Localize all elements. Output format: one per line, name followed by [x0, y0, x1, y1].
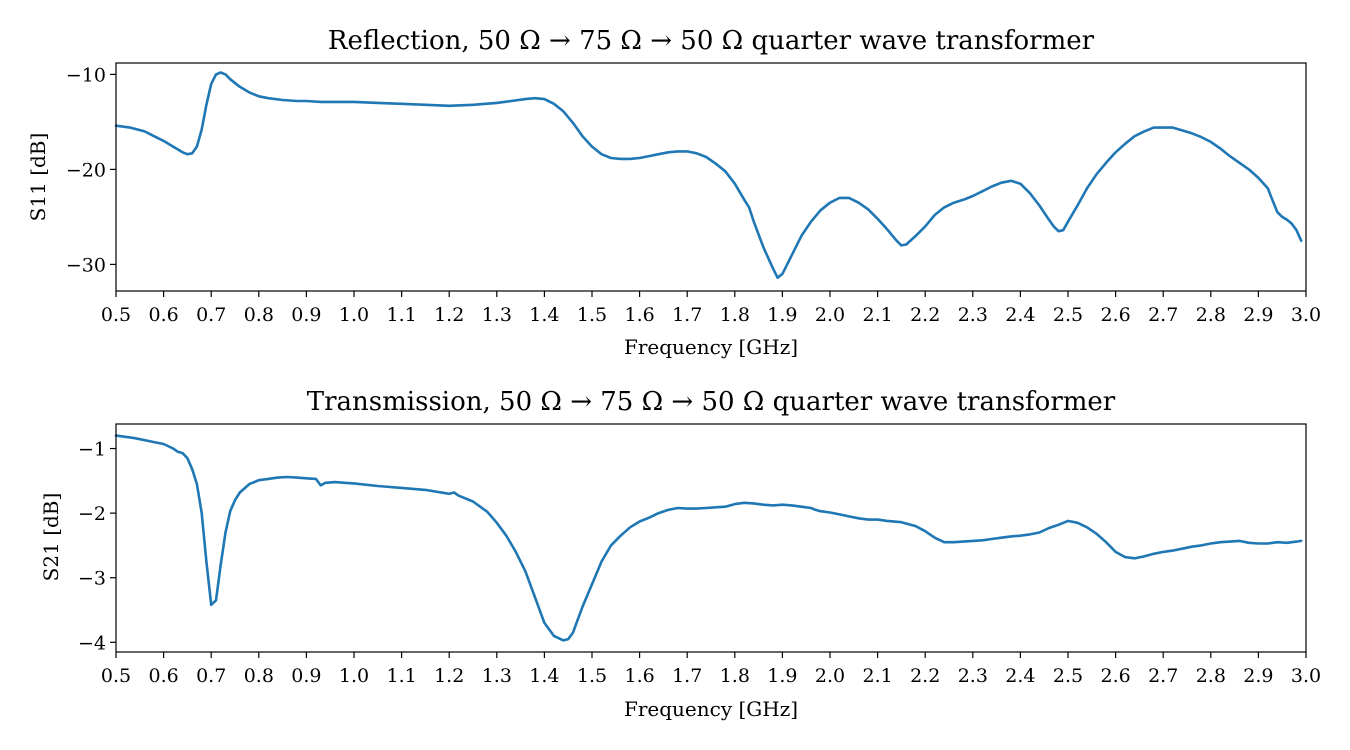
transmission-y-axis-label: S21 [dB]	[39, 493, 63, 582]
reflection-y-tick-label: −10	[66, 64, 106, 86]
transmission-s21-line	[114, 434, 1303, 642]
transmission-x-tick-label: 2.5	[1053, 665, 1083, 687]
reflection-x-tick-label: 1.3	[482, 304, 512, 326]
reflection-chart-title: Reflection, 50 Ω → 75 Ω → 50 Ω quarter w…	[328, 26, 1095, 56]
reflection-x-tick-label: 2.9	[1243, 304, 1273, 326]
reflection-x-tick-label: 1.5	[577, 304, 607, 326]
transmission-x-tick-label: 2.8	[1196, 665, 1226, 687]
transmission-x-tick-label: 0.6	[148, 665, 178, 687]
transmission-y-tick-label: −4	[78, 632, 106, 654]
reflection-y-tick-label: −20	[66, 159, 106, 181]
reflection-x-axis-label: Frequency [GHz]	[624, 335, 798, 359]
reflection-x-tick-label: 1.0	[339, 304, 369, 326]
reflection-x-tick-label: 2.4	[1005, 304, 1035, 326]
transmission-y-tick-label: −2	[78, 503, 106, 525]
reflection-x-tick-label: 0.8	[244, 304, 274, 326]
transmission-x-tick-label: 0.8	[244, 665, 274, 687]
reflection-s11-line	[114, 71, 1303, 279]
reflection-x-tick-label: 0.5	[101, 304, 131, 326]
transmission-x-tick-label: 2.2	[910, 665, 940, 687]
reflection-x-tick-label: 3.0	[1291, 304, 1321, 326]
transmission-x-tick-label: 1.2	[434, 665, 464, 687]
transmission-x-tick-label: 2.7	[1148, 665, 1178, 687]
transmission-chart: Transmission, 50 Ω → 75 Ω → 50 Ω quarter…	[39, 387, 1321, 721]
reflection-y-tick-label: −30	[66, 254, 106, 276]
reflection-x-tick-label: 2.5	[1053, 304, 1083, 326]
reflection-x-tick-label: 2.7	[1148, 304, 1178, 326]
transmission-x-tick-label: 2.4	[1005, 665, 1035, 687]
transmission-x-ticks: 0.5 0.6 0.7 0.8 0.9 1.0 1.1 1.2 1.3 1.4 1.5 1.6 1.7 1…	[101, 652, 1321, 687]
transmission-x-tick-label: 0.7	[196, 665, 226, 687]
reflection-x-tick-label: 1.6	[624, 304, 654, 326]
transmission-y-ticks: −1 −2 −3 −4	[78, 439, 116, 654]
reflection-x-tick-label: 2.6	[1100, 304, 1130, 326]
reflection-x-tick-label: 2.0	[815, 304, 845, 326]
reflection-x-ticks: 0.5 0.6 0.7 0.8 0.9 1.0 1.1 1.2 1.3 1.4 1.5 1.6 1.7 1…	[101, 291, 1321, 326]
transmission-x-tick-label: 0.5	[101, 665, 131, 687]
transmission-y-tick-label: −3	[78, 568, 106, 590]
reflection-x-tick-label: 2.1	[862, 304, 892, 326]
transmission-x-axis-label: Frequency [GHz]	[624, 697, 798, 721]
reflection-x-tick-label: 1.1	[386, 304, 416, 326]
reflection-x-tick-label: 1.2	[434, 304, 464, 326]
transmission-x-tick-label: 2.3	[958, 665, 988, 687]
reflection-x-tick-label: 1.7	[672, 304, 702, 326]
transmission-y-tick-label: −1	[78, 439, 106, 461]
reflection-y-ticks: −10 −20 −30	[66, 64, 116, 276]
transmission-x-tick-label: 1.7	[672, 665, 702, 687]
transmission-x-tick-label: 1.1	[386, 665, 416, 687]
transmission-x-tick-label: 1.9	[767, 665, 797, 687]
transmission-chart-title: Transmission, 50 Ω → 75 Ω → 50 Ω quarter…	[307, 387, 1116, 417]
reflection-x-tick-label: 1.9	[767, 304, 797, 326]
reflection-x-tick-label: 0.6	[148, 304, 178, 326]
reflection-x-tick-label: 2.3	[958, 304, 988, 326]
reflection-y-axis-label: S11 [dB]	[26, 133, 50, 222]
transmission-x-tick-label: 2.1	[862, 665, 892, 687]
reflection-x-tick-label: 1.4	[529, 304, 559, 326]
transmission-x-tick-label: 2.6	[1100, 665, 1130, 687]
transmission-x-tick-label: 1.5	[577, 665, 607, 687]
transmission-x-tick-label: 2.0	[815, 665, 845, 687]
transmission-x-tick-label: 1.4	[529, 665, 559, 687]
transmission-x-tick-label: 2.9	[1243, 665, 1273, 687]
reflection-x-tick-label: 2.8	[1196, 304, 1226, 326]
transmission-x-tick-label: 0.9	[291, 665, 321, 687]
transmission-x-tick-label: 1.6	[624, 665, 654, 687]
reflection-x-tick-label: 0.7	[196, 304, 226, 326]
transmission-x-tick-label: 1.3	[482, 665, 512, 687]
reflection-x-tick-label: 0.9	[291, 304, 321, 326]
transmission-plot-frame	[115, 423, 1307, 653]
transmission-x-tick-label: 1.8	[720, 665, 750, 687]
reflection-plot-frame	[115, 62, 1307, 292]
transmission-x-tick-label: 1.0	[339, 665, 369, 687]
reflection-x-tick-label: 2.2	[910, 304, 940, 326]
reflection-x-tick-label: 1.8	[720, 304, 750, 326]
transmission-x-tick-label: 3.0	[1291, 665, 1321, 687]
reflection-chart: Reflection, 50 Ω → 75 Ω → 50 Ω quarter w…	[26, 26, 1321, 359]
